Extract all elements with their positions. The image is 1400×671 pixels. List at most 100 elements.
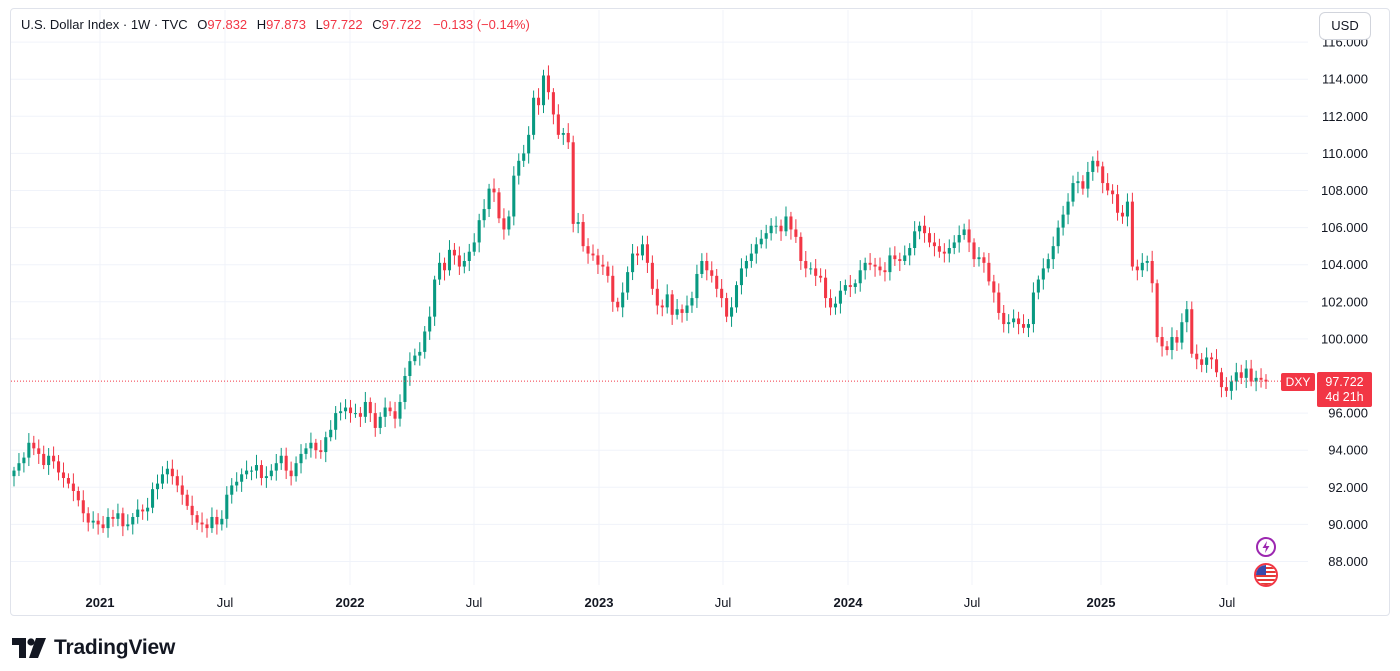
candle-body xyxy=(324,437,328,453)
candle xyxy=(883,262,887,282)
candle-body xyxy=(695,273,699,299)
candle xyxy=(383,397,387,427)
candle-body xyxy=(1219,372,1223,388)
candle-body xyxy=(1007,322,1011,325)
candle xyxy=(942,243,946,263)
candle-body xyxy=(136,509,140,517)
candle xyxy=(1026,318,1031,338)
candle-body xyxy=(903,255,907,261)
candle xyxy=(22,452,26,473)
candle xyxy=(705,252,709,281)
candle xyxy=(155,474,160,500)
candle xyxy=(418,342,422,366)
candle xyxy=(324,431,328,463)
candle xyxy=(779,219,783,241)
candle xyxy=(537,88,541,115)
candle-body xyxy=(1051,246,1055,260)
candle-body xyxy=(284,455,288,471)
candle xyxy=(1041,258,1045,290)
candle xyxy=(37,439,41,464)
candle xyxy=(1160,326,1164,357)
candle-body xyxy=(591,253,595,256)
candle-body xyxy=(804,260,808,269)
currency-button[interactable]: USD xyxy=(1319,12,1371,40)
candle xyxy=(913,221,917,256)
candle-body xyxy=(413,355,417,362)
candle xyxy=(477,213,481,253)
candle xyxy=(1234,362,1238,391)
candle-body xyxy=(1017,318,1021,325)
candle xyxy=(591,244,595,261)
candle xyxy=(269,464,273,481)
candle-body xyxy=(52,455,56,462)
candle xyxy=(1086,161,1090,198)
candle xyxy=(1244,360,1248,389)
candle-body xyxy=(522,153,526,161)
candle xyxy=(606,261,610,283)
candle xyxy=(853,279,857,294)
candle xyxy=(442,257,447,281)
high-value: 97.873 xyxy=(266,17,306,32)
candle xyxy=(1002,304,1006,333)
candle-body xyxy=(42,453,46,466)
candle-body xyxy=(418,351,422,356)
candle xyxy=(561,127,565,145)
candle xyxy=(957,225,961,253)
candle xyxy=(695,264,699,308)
y-tick-label: 100.000 xyxy=(1321,331,1368,346)
candle xyxy=(393,401,397,429)
candle-body xyxy=(517,160,521,176)
candle-body xyxy=(131,516,135,525)
lightning-icon[interactable] xyxy=(1256,537,1276,557)
chart-frame[interactable] xyxy=(10,8,1390,616)
candle-body xyxy=(160,474,164,484)
candle xyxy=(893,246,897,266)
tradingview-brand[interactable]: TradingView xyxy=(12,634,175,662)
candle xyxy=(720,279,724,308)
candle-body xyxy=(200,522,204,525)
x-tick-label: Jul xyxy=(964,595,981,610)
candle xyxy=(230,478,234,504)
candle xyxy=(833,296,838,315)
candle-body xyxy=(235,481,239,486)
candle-body xyxy=(972,242,976,260)
candle-body xyxy=(151,489,155,508)
candle-body xyxy=(923,225,927,234)
candle-body xyxy=(769,225,773,234)
candle xyxy=(472,233,476,256)
candle xyxy=(1229,375,1233,400)
candle-body xyxy=(1205,357,1209,365)
candle-body xyxy=(962,229,966,236)
candle xyxy=(759,229,763,249)
candle xyxy=(809,262,813,275)
candle-body xyxy=(294,463,298,477)
candle xyxy=(284,447,288,480)
open-value: 97.832 xyxy=(207,17,248,32)
candle-body xyxy=(279,455,283,464)
candle xyxy=(655,279,659,315)
candle xyxy=(175,469,179,493)
candle-body xyxy=(744,260,748,269)
candle xyxy=(690,291,694,313)
candle-body xyxy=(1234,372,1238,382)
candle xyxy=(136,499,140,524)
candle-body xyxy=(893,255,897,260)
candle-body xyxy=(739,268,743,286)
candle xyxy=(1219,367,1223,398)
candle xyxy=(1135,259,1139,281)
candle xyxy=(631,243,635,281)
candle xyxy=(660,299,664,317)
x-tick-label: 2024 xyxy=(834,595,864,610)
candle xyxy=(576,212,580,234)
candle-body xyxy=(12,470,16,477)
candle xyxy=(769,218,773,241)
candle-body xyxy=(1046,259,1050,269)
us-flag-icon[interactable] xyxy=(1254,563,1278,587)
candle-body xyxy=(532,97,536,135)
y-tick-label: 112.000 xyxy=(1322,109,1368,124)
candle xyxy=(1036,275,1040,300)
candle xyxy=(319,440,323,459)
candle-body xyxy=(764,233,768,239)
candle xyxy=(789,211,793,240)
